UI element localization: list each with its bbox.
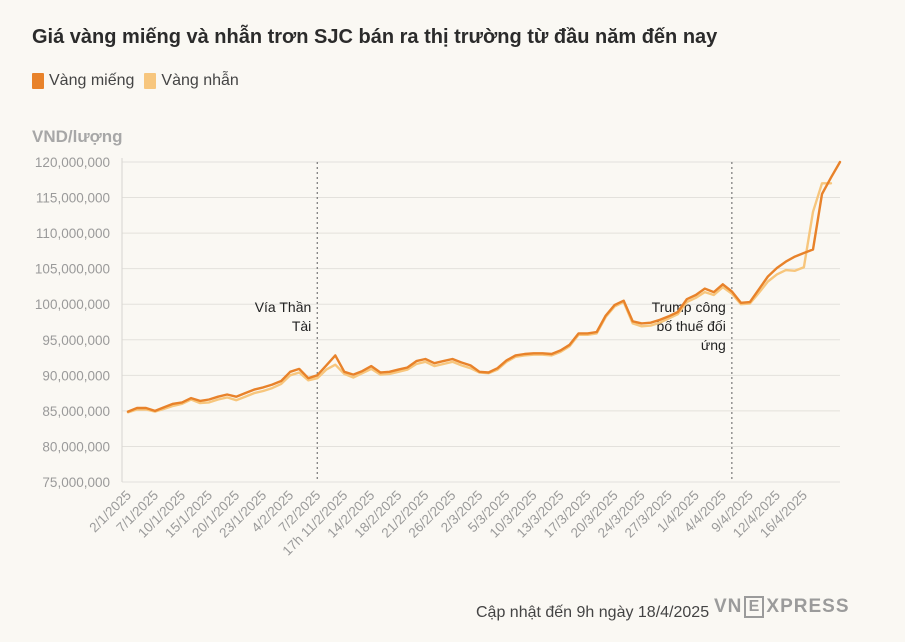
y-tick-label: 120,000,000 — [35, 155, 110, 170]
y-tick-label: 110,000,000 — [36, 226, 110, 241]
update-note: Cập nhật đến 9h ngày 18/4/2025 — [476, 604, 710, 621]
y-tick-label: 85,000,000 — [42, 404, 110, 419]
series-line-vang-mieng — [126, 160, 842, 413]
y-tick-label: 100,000,000 — [35, 297, 110, 312]
annotation-label: Vía Thần — [255, 299, 312, 315]
annotation-label: Trump công — [652, 299, 726, 315]
y-tick-label: 115,000,000 — [36, 191, 110, 206]
y-tick-label: 80,000,000 — [42, 439, 110, 454]
legend: Vàng miếng Vàng nhẫn — [32, 72, 239, 90]
y-tick-label: 75,000,000 — [42, 475, 110, 490]
y-axis-unit-label: VND/lượng — [32, 127, 123, 146]
chart-title: Giá vàng miếng và nhẫn trơn SJC bán ra t… — [32, 26, 718, 48]
y-tick-label: 95,000,000 — [42, 333, 110, 348]
legend-item-vang-mieng: Vàng miếng — [32, 72, 134, 90]
logo-mark: E — [744, 596, 765, 618]
series-line-vang-nhan — [126, 182, 833, 414]
legend-swatch-vang-mieng — [32, 73, 44, 89]
logo-text-right: XPRESS — [766, 596, 850, 617]
logo-text-left: VN — [714, 596, 743, 617]
legend-swatch-vang-nhan — [144, 73, 157, 89]
legend-label-vang-nhan: Vàng nhẫn — [161, 72, 239, 89]
y-tick-label: 105,000,000 — [35, 262, 110, 277]
vnexpress-logo: VN E XPRESS — [714, 596, 850, 618]
annotation-label: Tài — [292, 318, 311, 334]
y-tick-label: 90,000,000 — [42, 368, 110, 383]
legend-label-vang-mieng: Vàng miếng — [49, 72, 135, 89]
legend-item-vang-nhan: Vàng nhẫn — [144, 72, 239, 90]
annotation-label: bố thuế đối — [657, 318, 726, 334]
annotation-label: ứng — [701, 337, 726, 353]
